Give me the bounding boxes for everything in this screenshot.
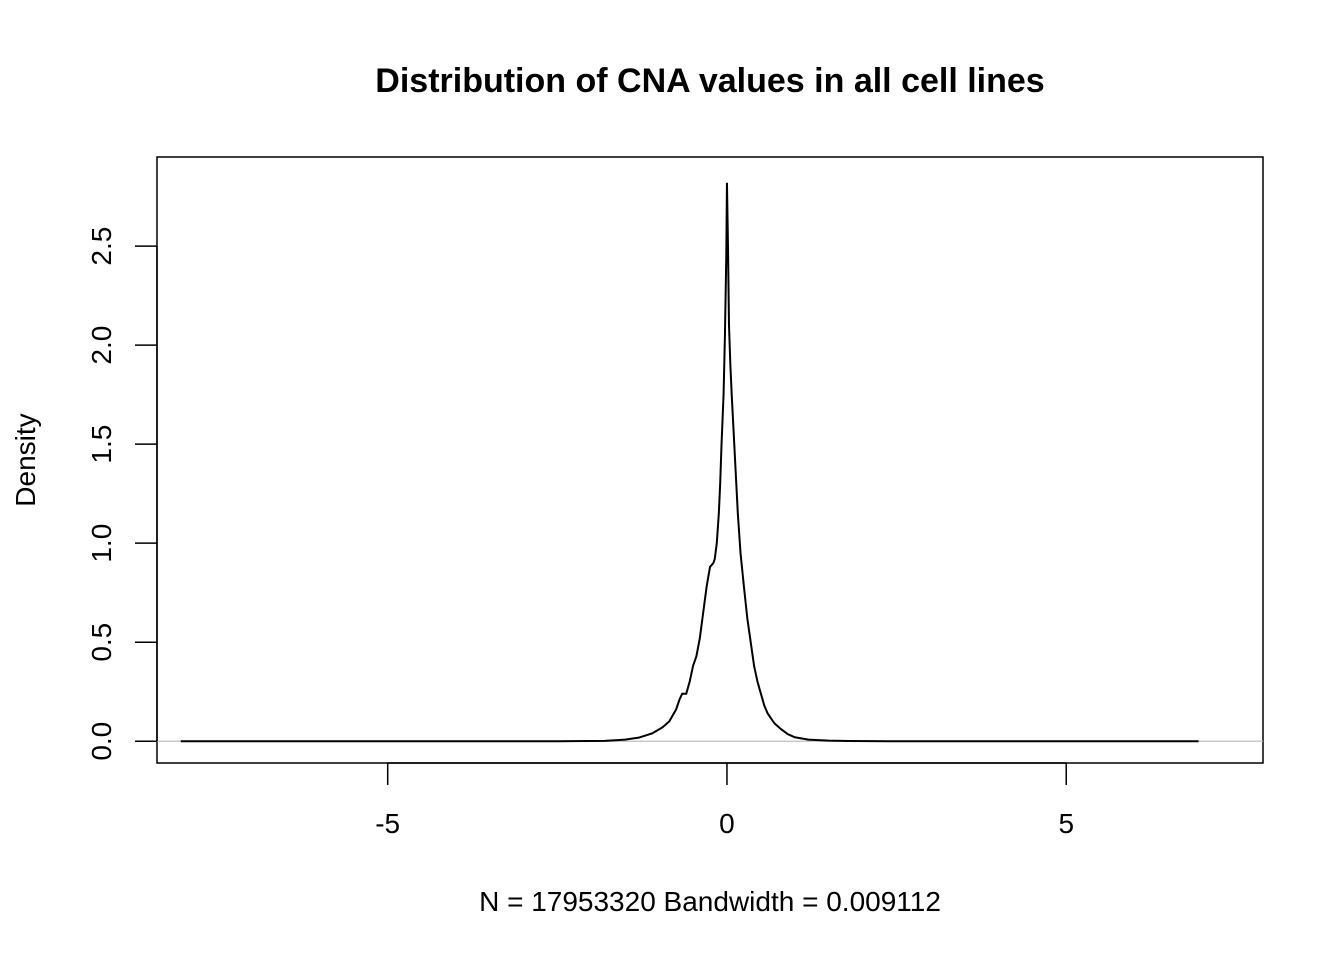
- y-tick-label: 0.5: [86, 623, 117, 662]
- plot-frame: [156, 156, 1264, 764]
- y-tick-label: 2.0: [86, 326, 117, 365]
- x-tick-label: -5: [375, 808, 400, 839]
- x-tick-label: 5: [1058, 808, 1074, 839]
- y-axis: 0.0 0.5 1.0 1.5 2.0 2.5: [86, 227, 158, 761]
- x-tick-label: 0: [719, 808, 735, 839]
- density-line: [180, 182, 1199, 743]
- y-tick-label: 2.5: [86, 227, 117, 266]
- y-axis-label: Density: [10, 413, 41, 506]
- y-tick-label: 1.5: [86, 425, 117, 464]
- x-axis: -5 0 5: [375, 762, 1074, 839]
- y-tick-label: 1.0: [86, 524, 117, 563]
- x-axis-label: N = 17953320 Bandwidth = 0.009112: [479, 886, 941, 917]
- y-tick-label: 0.0: [86, 722, 117, 761]
- chart-title: Distribution of CNA values in all cell l…: [375, 62, 1044, 100]
